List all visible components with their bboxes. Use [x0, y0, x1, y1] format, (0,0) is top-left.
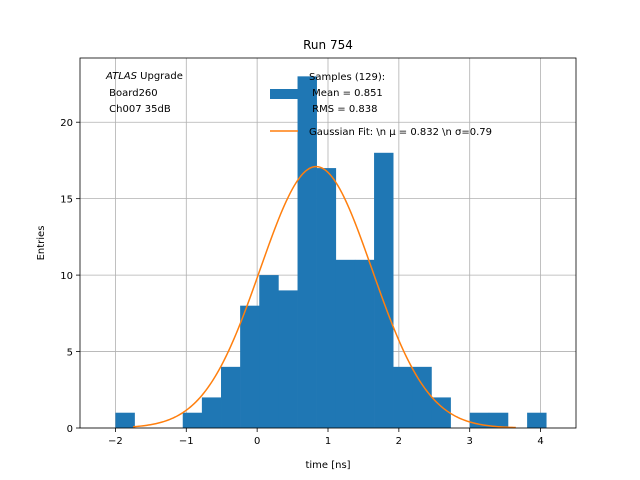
x-axis-label: time [ns]	[305, 460, 350, 471]
histogram-bar	[335, 259, 356, 428]
x-tick-label: 1	[325, 436, 331, 447]
histogram-bar	[201, 397, 222, 428]
histogram-bar	[297, 76, 317, 428]
histogram-bar	[354, 259, 375, 428]
legend: Samples (129): Mean = 0.851 RMS = 0.838 …	[270, 72, 492, 138]
histogram-bars	[115, 76, 547, 428]
annotation-line-1: ATLAS Upgrade	[105, 71, 183, 82]
chart-title: Run 754	[303, 38, 353, 52]
legend-hist-line-1: Samples (129):	[309, 72, 385, 83]
x-tick-label: −2	[108, 436, 123, 447]
x-tick-label: 4	[537, 436, 543, 447]
y-tick-label: 5	[67, 348, 73, 359]
gaussian-fit-curve	[133, 165, 516, 429]
y-axis-label: Entries	[36, 226, 47, 261]
histogram-bar	[182, 412, 203, 428]
histogram-bar	[316, 168, 337, 428]
x-tick-label: 3	[467, 436, 473, 447]
info-annotation: ATLAS Upgrade Board260 Ch007 35dB	[105, 71, 183, 115]
annotation-line-2: Board260	[106, 88, 158, 99]
annotation-upgrade: Upgrade	[137, 71, 183, 82]
histogram-bar	[393, 366, 413, 428]
x-tick-label: 0	[254, 436, 260, 447]
histogram-bar	[374, 152, 394, 428]
histogram-bar	[431, 397, 451, 428]
histogram-bar	[221, 366, 241, 428]
y-tick-label: 20	[60, 118, 73, 129]
legend-hist-swatch	[270, 89, 298, 99]
histogram-bar	[412, 366, 432, 428]
legend-hist-line-2: Mean = 0.851	[309, 88, 383, 99]
axis-ticks: −2 −1 0 1 2 3 4 0 5 10 15 20	[60, 118, 543, 447]
x-tick-label: −1	[179, 436, 194, 447]
histogram-bar	[488, 412, 509, 428]
y-tick-label: 10	[60, 271, 73, 282]
annotation-atlas: ATLAS	[105, 71, 138, 82]
histogram-bar	[527, 412, 547, 428]
y-tick-label: 0	[67, 424, 73, 435]
histogram-bar	[278, 290, 298, 428]
legend-fit-label: Gaussian Fit: \n μ = 0.832 \n σ=0.79	[309, 127, 492, 138]
histogram-bar	[469, 412, 490, 428]
x-tick-label: 2	[396, 436, 402, 447]
histogram-bar	[259, 275, 279, 428]
y-tick-label: 15	[60, 195, 73, 206]
annotation-line-3: Ch007 35dB	[106, 104, 171, 115]
histogram-bar	[115, 412, 135, 428]
legend-hist-line-3: RMS = 0.838	[309, 104, 377, 115]
histogram-bar	[240, 305, 260, 428]
